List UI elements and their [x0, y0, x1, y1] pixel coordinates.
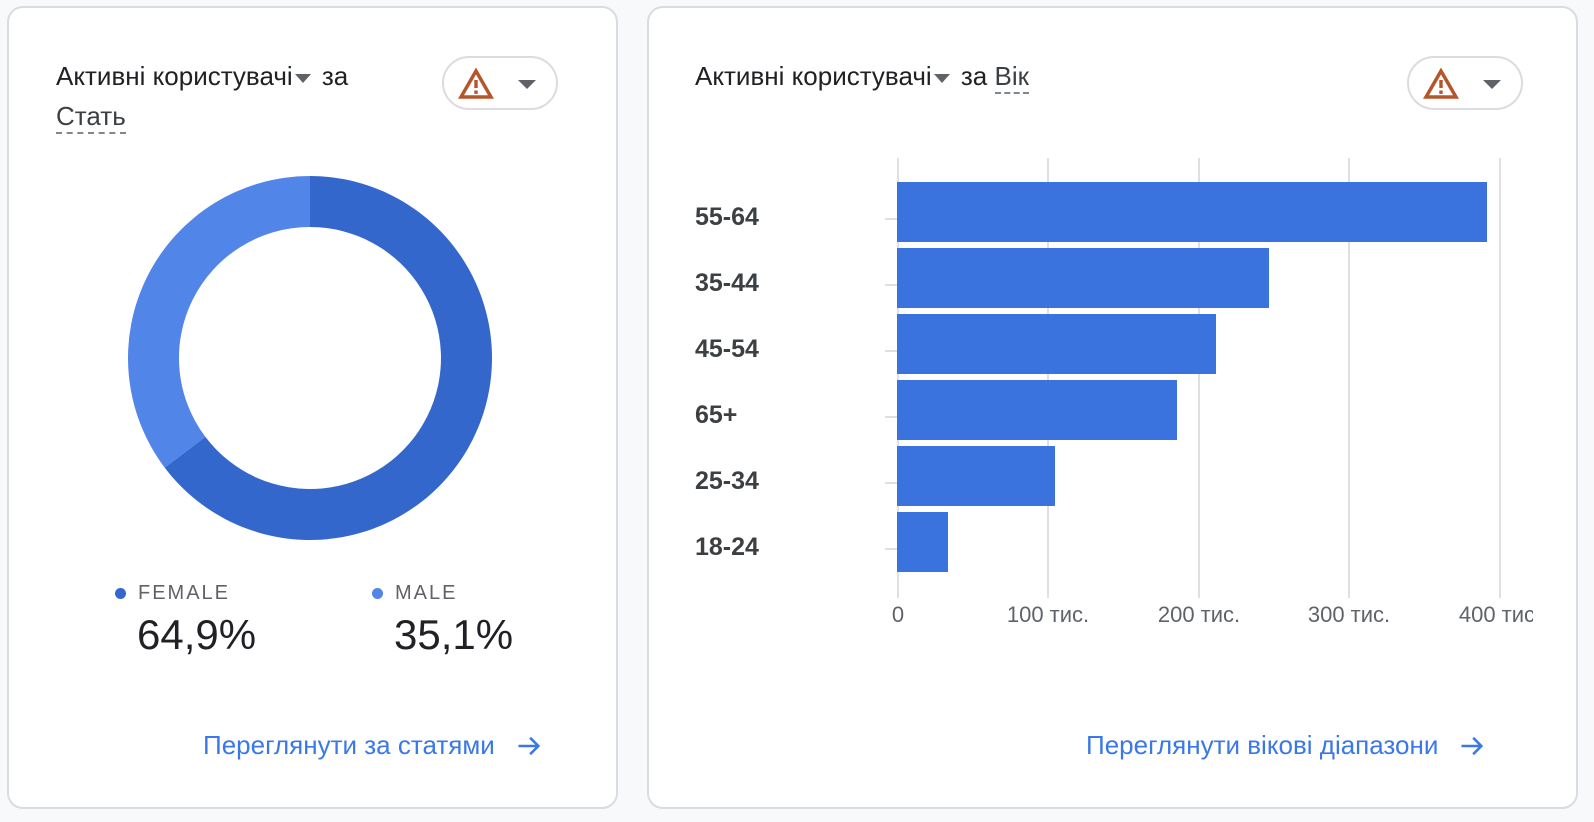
y-axis-label: 35-44	[695, 269, 759, 297]
x-axis-label: 100 тис.	[1006, 602, 1090, 627]
gridline	[1198, 158, 1200, 598]
warning-triangle-icon	[458, 68, 494, 99]
caret-down-icon	[518, 80, 536, 89]
bar-55-64[interactable]	[897, 182, 1487, 242]
bar-35-44[interactable]	[897, 248, 1269, 308]
arrow-right-icon	[518, 736, 540, 755]
bar-25-34[interactable]	[897, 446, 1055, 506]
x-axis-label: 300 тис.	[1307, 602, 1391, 627]
arrow-right-icon	[1461, 736, 1484, 755]
y-axis-label: 45-54	[695, 335, 759, 363]
caret-down-icon	[1483, 80, 1501, 89]
y-axis-label: 55-64	[695, 203, 759, 231]
x-axis-label: 400 тис.	[1458, 602, 1533, 627]
link-label: Переглянути за статями	[203, 730, 495, 760]
tick	[885, 548, 897, 550]
gender-donut-chart	[127, 176, 492, 540]
tick	[885, 416, 897, 418]
age-card: Активні користувачі за Вік 55-64 35-44 4…	[647, 6, 1578, 809]
bar-18-24[interactable]	[897, 512, 948, 572]
card-title: Активні користувачі за Стать	[56, 56, 416, 136]
gender-card: Активні користувачі за Стать FEMALE 64,9…	[7, 6, 618, 809]
tick	[885, 218, 897, 220]
dimension-selector[interactable]: Стать	[56, 101, 126, 134]
bar-65-plus[interactable]	[897, 380, 1177, 440]
legend-item-female: FEMALE 64,9%	[115, 582, 256, 659]
legend-label: MALE	[395, 582, 458, 604]
x-axis: 0 100 тис. 200 тис. 300 тис. 400 тис.	[649, 598, 1533, 638]
warning-triangle-icon	[1423, 68, 1459, 99]
caret-down-icon	[933, 73, 950, 83]
legend-value: 35,1%	[394, 611, 514, 658]
legend-value: 64,9%	[137, 611, 257, 658]
donut-segment-female[interactable]	[164, 176, 492, 540]
link-label: Переглянути вікові діапазони	[1086, 730, 1439, 760]
caret-down-icon	[294, 73, 311, 83]
y-axis-label: 25-34	[695, 467, 759, 495]
data-quality-button[interactable]	[442, 56, 558, 110]
card-title: Активні користувачі за Вік	[695, 56, 1029, 96]
metric-selector[interactable]: Активні користувачі	[56, 61, 315, 91]
gridline	[1499, 158, 1501, 598]
gridline	[1047, 158, 1049, 598]
view-age-ranges-link[interactable]: Переглянути вікові діапазони	[1086, 730, 1486, 761]
metric-selector[interactable]: Активні користувачі	[695, 61, 954, 91]
y-axis-label: 18-24	[695, 533, 759, 561]
x-axis-label: 200 тис.	[1157, 602, 1241, 627]
title-by: за	[953, 61, 988, 91]
title-by: за	[314, 61, 349, 91]
tick	[885, 482, 897, 484]
donut-segment-male[interactable]	[127, 176, 310, 468]
legend-item-male: MALE 35,1%	[372, 582, 513, 659]
legend-dot-icon	[372, 588, 383, 599]
bar-45-54[interactable]	[897, 314, 1216, 374]
data-quality-button[interactable]	[1407, 56, 1523, 110]
dimension-selector[interactable]: Вік	[994, 61, 1029, 94]
legend-label: FEMALE	[138, 582, 231, 604]
legend-dot-icon	[115, 588, 126, 599]
tick	[885, 284, 897, 286]
gridline	[897, 158, 899, 598]
gridline	[1348, 158, 1350, 598]
x-axis-label: 0	[891, 602, 905, 627]
view-by-gender-link[interactable]: Переглянути за статями	[203, 730, 543, 761]
tick	[885, 350, 897, 352]
y-axis-label: 65+	[695, 401, 738, 429]
